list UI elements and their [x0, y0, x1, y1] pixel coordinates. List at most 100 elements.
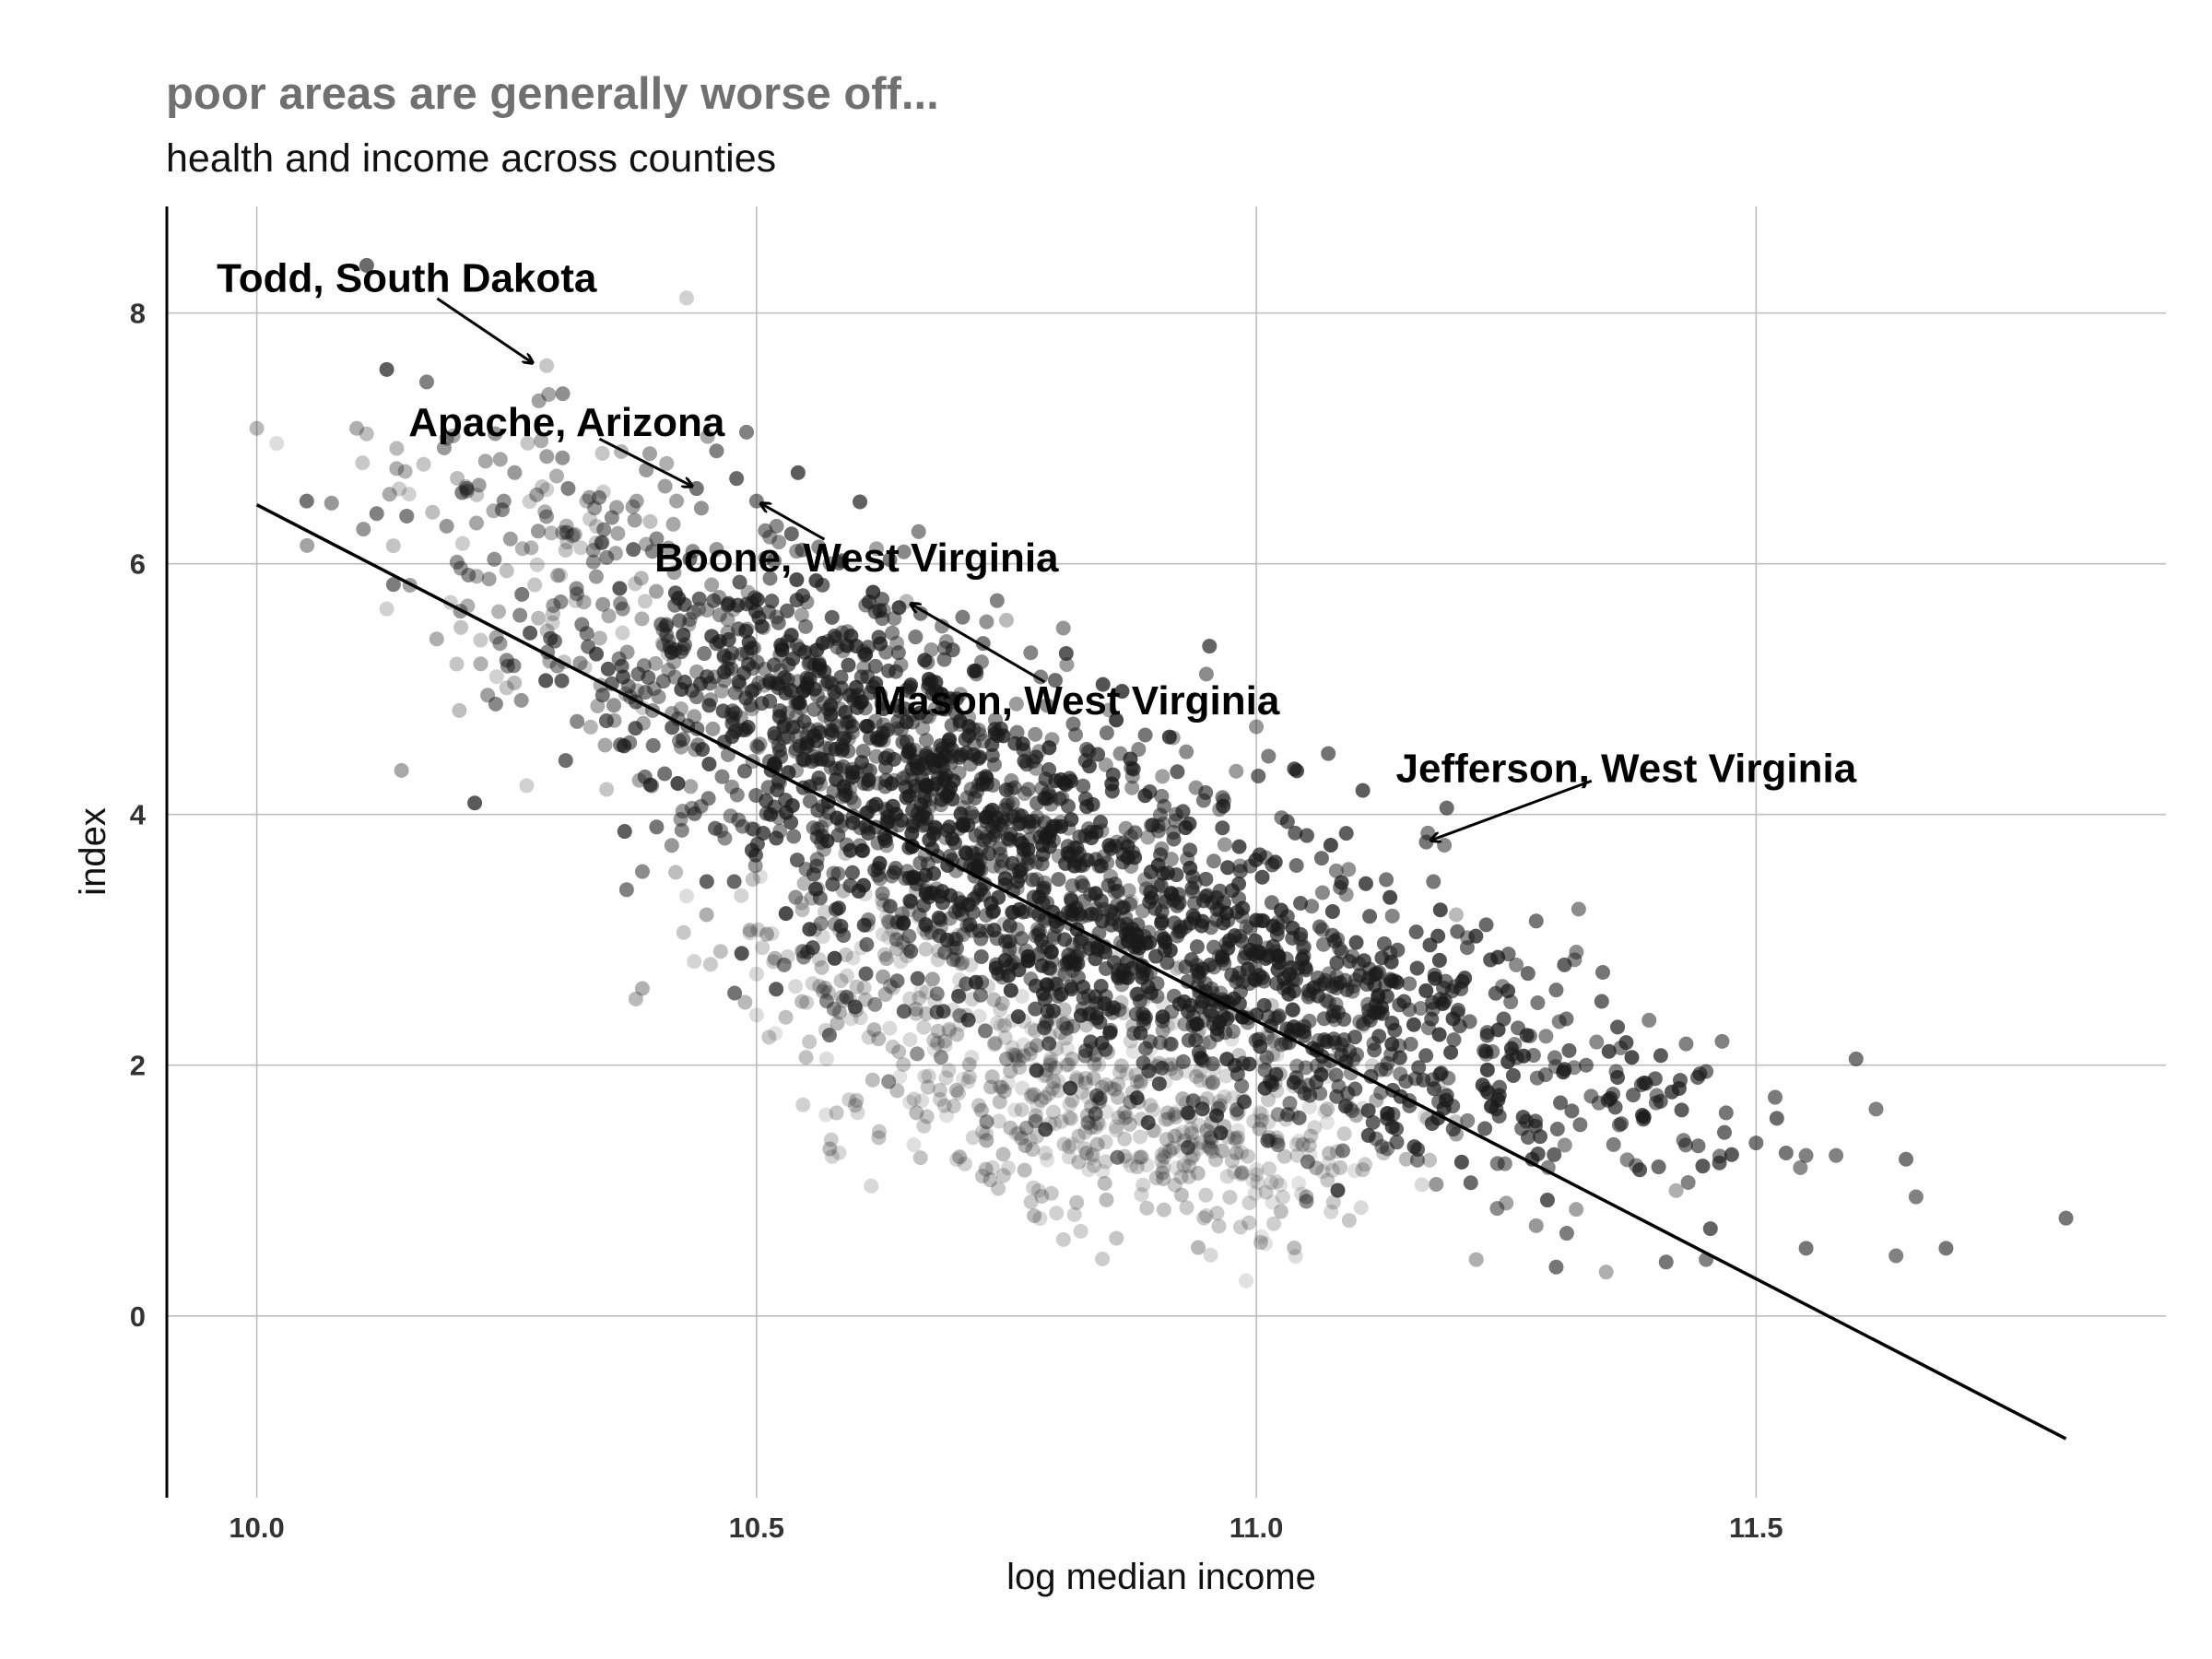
data-point	[543, 630, 559, 646]
data-point	[1065, 1092, 1080, 1108]
data-point	[559, 524, 574, 540]
data-point	[545, 606, 560, 622]
data-point	[1274, 902, 1289, 918]
data-point	[881, 1074, 897, 1089]
data-point	[1163, 852, 1179, 867]
data-point	[1063, 1080, 1078, 1096]
data-point	[1045, 975, 1061, 991]
data-point	[1080, 1089, 1096, 1105]
data-point	[488, 629, 504, 645]
data-point	[1908, 1189, 1924, 1205]
data-point	[774, 640, 790, 655]
data-point	[886, 980, 901, 995]
data-point	[809, 642, 825, 658]
data-point	[1109, 712, 1124, 728]
data-point	[450, 470, 465, 486]
data-point	[1201, 1139, 1217, 1155]
data-point	[767, 950, 782, 966]
data-point	[1029, 872, 1044, 888]
data-point	[1328, 1067, 1344, 1083]
data-point	[667, 597, 683, 613]
data-point	[1142, 783, 1158, 799]
data-point	[762, 675, 778, 690]
data-point	[1509, 957, 1524, 972]
data-point	[1039, 1017, 1054, 1032]
data-point	[1062, 954, 1077, 970]
data-point	[830, 1016, 845, 1031]
data-point	[1252, 968, 1267, 983]
data-point	[1175, 1053, 1191, 1069]
data-point	[1248, 933, 1264, 948]
data-point	[1336, 1126, 1352, 1142]
data-point	[1129, 1159, 1145, 1175]
data-point	[429, 631, 444, 647]
data-point	[754, 618, 770, 634]
data-point	[792, 695, 807, 711]
data-point	[919, 1006, 935, 1021]
data-point	[1247, 1185, 1263, 1201]
data-point	[916, 898, 932, 913]
data-point	[1225, 1024, 1241, 1040]
data-point	[798, 739, 814, 755]
data-point	[811, 951, 827, 967]
data-point	[1092, 1015, 1108, 1030]
data-point	[903, 944, 919, 959]
data-point	[416, 456, 431, 472]
data-point	[794, 607, 809, 623]
data-point	[1384, 908, 1400, 924]
data-point	[1594, 964, 1610, 980]
data-point	[955, 609, 971, 625]
x-axis-title: log median income	[1006, 1557, 1316, 1597]
data-point	[742, 923, 758, 938]
data-point	[1059, 1015, 1075, 1030]
data-point	[982, 1172, 998, 1188]
data-point	[868, 676, 884, 691]
data-point	[1028, 1023, 1043, 1039]
data-point	[499, 680, 514, 696]
data-point	[1025, 872, 1041, 888]
data-point	[1339, 982, 1355, 997]
data-point	[877, 986, 893, 1002]
data-point	[1261, 1129, 1277, 1145]
data-point	[741, 634, 757, 650]
data-point	[1321, 1156, 1336, 1171]
data-point	[1037, 1019, 1053, 1035]
data-point	[766, 954, 782, 970]
data-point	[1488, 985, 1503, 1001]
data-point	[491, 604, 507, 619]
data-point	[499, 653, 514, 668]
data-point	[795, 944, 811, 959]
data-point	[890, 925, 906, 941]
data-point	[809, 852, 825, 867]
data-point	[1135, 970, 1150, 985]
data-point	[1252, 1105, 1267, 1121]
data-point	[1406, 1017, 1421, 1032]
data-point	[1006, 780, 1022, 795]
data-point	[1250, 1175, 1265, 1191]
data-point	[1179, 744, 1194, 759]
data-point	[945, 1002, 960, 1018]
data-point	[691, 591, 707, 606]
data-point	[1043, 1051, 1059, 1066]
data-point	[1227, 1164, 1242, 1180]
data-point	[768, 1026, 783, 1041]
data-point	[1119, 1153, 1135, 1169]
data-point	[1008, 1050, 1024, 1065]
data-point	[1424, 1011, 1440, 1027]
data-point	[1285, 1002, 1300, 1018]
data-point	[1213, 1125, 1229, 1141]
data-point	[1184, 1125, 1200, 1141]
data-point	[986, 923, 1002, 938]
data-point	[1068, 727, 1084, 743]
data-point	[667, 585, 683, 601]
data-point	[818, 740, 833, 756]
data-point	[1232, 1219, 1248, 1235]
data-point	[1240, 961, 1255, 977]
data-point	[595, 484, 611, 500]
data-point	[683, 779, 699, 794]
data-point	[1242, 921, 1258, 936]
data-point	[855, 842, 871, 858]
data-point	[1198, 666, 1214, 682]
data-point	[1288, 1249, 1303, 1265]
data-point	[1037, 791, 1053, 806]
